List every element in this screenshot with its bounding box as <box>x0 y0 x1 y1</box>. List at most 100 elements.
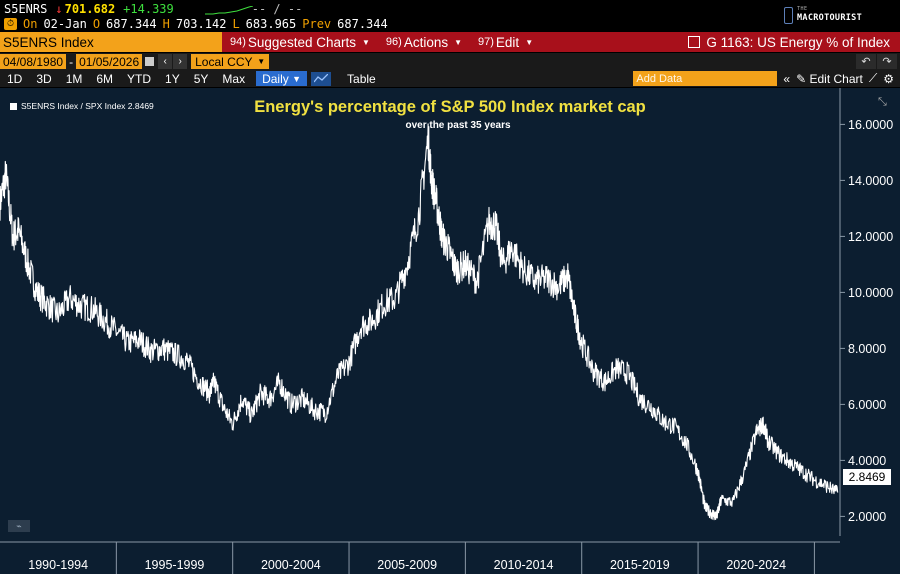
date-range-bar: 04/08/1980 - 01/05/2026 ‹ › Local CCY ▼ … <box>0 53 900 70</box>
x-tick-label: 2000-2004 <box>261 558 321 572</box>
next-period-button[interactable]: › <box>173 54 188 69</box>
line-chart[interactable]: 2.0000 4.0000 6.0000 8.0000 10.0000 12.0000 14… <box>0 88 900 574</box>
y-tick-label: 12.0000 <box>848 230 893 244</box>
open-label: O <box>92 17 101 31</box>
menu-label: Actions <box>403 34 449 50</box>
quote-high: 703.142 <box>175 17 227 31</box>
x-tick-label: 2010-2014 <box>494 558 554 572</box>
quote-ticker: S5ENRS <box>4 2 48 16</box>
chart-title: Energy's percentage of S&P 500 Index mar… <box>254 98 646 116</box>
logo-wordmark: MACROTOURIST <box>797 13 862 23</box>
redo-icon[interactable]: ↷ <box>877 54 897 69</box>
logo-the: THE <box>797 6 808 12</box>
add-data-input[interactable]: Add Data <box>633 71 778 86</box>
period-5y[interactable]: 5Y <box>193 71 209 86</box>
popout-icon[interactable] <box>688 36 701 48</box>
y-tick-label: 4.0000 <box>848 454 886 468</box>
calendar-icon[interactable] <box>145 57 155 66</box>
caret-down-icon: ▼ <box>361 37 370 47</box>
x-tick-label: 1990-1994 <box>28 558 88 572</box>
menu-edit[interactable]: 97) Edit ▼ <box>470 35 541 50</box>
low-label: L <box>232 17 240 31</box>
menu-actions[interactable]: 96) Actions ▼ <box>378 35 470 50</box>
on-label: On <box>23 17 38 31</box>
period-1m[interactable]: 1M <box>65 71 83 86</box>
quote-last-price: 701.682 <box>64 2 116 16</box>
end-date-field[interactable]: 01/05/2026 <box>76 54 143 69</box>
y-tick-label: 14.0000 <box>848 174 893 188</box>
menu-suggested-charts[interactable]: 94) Suggested Charts ▼ <box>222 35 378 50</box>
last-value-marker: 2.8469 <box>843 469 891 485</box>
prev-label: Prev <box>302 17 332 31</box>
security-field[interactable]: S5ENRS Index <box>0 32 222 52</box>
quote-prev: 687.344 <box>337 17 388 31</box>
quote-open: 687.344 <box>106 17 157 31</box>
y-tick-label: 10.0000 <box>848 286 893 300</box>
table-button[interactable]: Table <box>347 71 376 86</box>
x-tick-label: 2020-2024 <box>726 558 786 572</box>
sparkline-icon <box>205 6 253 15</box>
currency-select[interactable]: Local CCY ▼ <box>191 54 270 69</box>
caret-down-icon: ▼ <box>292 73 302 84</box>
menu-number: 94) <box>230 36 246 48</box>
period-1d[interactable]: 1D <box>7 71 23 86</box>
menu-label: Suggested Charts <box>247 34 356 50</box>
series-line[interactable] <box>0 123 839 521</box>
period-1y[interactable]: 1Y <box>165 71 180 86</box>
date-separator: - <box>69 54 74 69</box>
y-tick-label: 6.0000 <box>848 398 886 412</box>
y-tick-label: 8.0000 <box>848 342 886 356</box>
command-bar: S5ENRS Index 94) Suggested Charts ▼ 96) … <box>0 32 900 52</box>
prev-period-button[interactable]: ‹ <box>158 54 173 69</box>
chart-legend[interactable]: S5ENRS Index / SPX Index 2.8469 <box>10 101 154 111</box>
menu-number: 97) <box>478 36 494 48</box>
high-label: H <box>162 17 170 31</box>
frequency-select[interactable]: Daily ▼ <box>256 71 308 86</box>
x-tick-label: 2015-2019 <box>610 558 670 572</box>
realtime-icon: ⏱ <box>4 18 17 30</box>
menu-number: 96) <box>385 36 402 48</box>
y-tick-label: 2.0000 <box>848 510 886 524</box>
collapse-icon[interactable]: « <box>783 71 791 86</box>
x-tick-label: 2005-2009 <box>377 558 437 572</box>
line-chart-icon[interactable] <box>311 71 332 86</box>
period-max[interactable]: Max <box>222 71 246 86</box>
pencil-icon: ✎ <box>796 71 807 86</box>
legend-swatch <box>10 102 17 110</box>
caret-down-icon: ▼ <box>257 57 266 66</box>
y-tick-label: 16.0000 <box>848 118 893 132</box>
edit-chart-button[interactable]: ✎ Edit Chart <box>796 72 863 86</box>
caret-down-icon: ▼ <box>525 37 534 47</box>
frequency-value: Daily <box>262 71 289 86</box>
down-arrow-icon: ↓ <box>55 2 63 16</box>
currency-value: Local CCY <box>195 54 253 69</box>
macro-tourist-logo: THE MACROTOURIST <box>784 5 894 27</box>
quote-low: 683.965 <box>245 17 297 31</box>
quote-date: 02-Jan <box>43 17 87 31</box>
suitcase-icon <box>784 7 793 24</box>
function-title: G 1163: US Energy % of Index <box>706 34 890 50</box>
chart-function-title[interactable]: G 1163: US Energy % of Index <box>688 35 900 50</box>
annotate-icon[interactable]: ⟋ <box>868 71 878 85</box>
undo-icon[interactable]: ↶ <box>856 54 876 69</box>
expand-icon[interactable]: ⤡ <box>878 96 887 108</box>
x-tick-label: 1995-1999 <box>145 558 205 572</box>
quote-bid-ask: -- / -- <box>251 2 303 16</box>
caret-down-icon: ▼ <box>454 37 463 47</box>
period-toolbar: 1D 3D 1M 6M YTD 1Y 5Y Max Daily ▼ Table … <box>0 70 900 87</box>
chart-panel: 2.0000 4.0000 6.0000 8.0000 10.0000 12.0000 14… <box>0 88 900 574</box>
period-ytd[interactable]: YTD <box>127 71 152 86</box>
chart-type-icon[interactable]: ⌁ <box>8 520 30 532</box>
period-3d[interactable]: 3D <box>36 71 52 86</box>
start-date-field[interactable]: 04/08/1980 <box>0 54 67 69</box>
legend-entry: S5ENRS Index / SPX Index 2.8469 <box>21 101 154 111</box>
quote-change: +14.339 <box>123 2 174 16</box>
edit-chart-label: Edit Chart <box>809 71 863 86</box>
menu-label: Edit <box>495 34 520 50</box>
chart-subtitle: over the past 35 years <box>405 120 511 131</box>
logo-tourist: TOURIST <box>824 13 863 23</box>
quote-bar: S5ENRS ↓ 701.682 +14.339 -- / -- ⏱ On 02… <box>0 0 900 32</box>
logo-macro: MACRO <box>797 13 825 23</box>
period-6m[interactable]: 6M <box>96 71 114 86</box>
settings-icon[interactable]: ⚙ <box>883 71 894 86</box>
